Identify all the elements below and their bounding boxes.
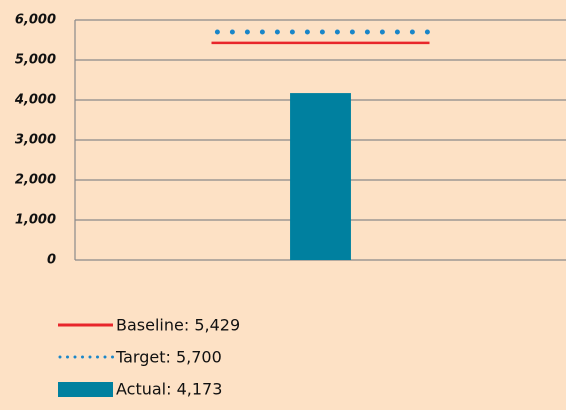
legend-swatch [58, 382, 113, 397]
y-tick-label: 2,000 [15, 173, 56, 188]
y-tick-label: 6,000 [15, 13, 56, 28]
legend-label: Target: 5,700 [115, 348, 222, 367]
y-tick-label: 1,000 [15, 213, 56, 228]
y-tick-label: 3,000 [15, 133, 56, 148]
y-tick-label: 5,000 [15, 53, 56, 68]
y-tick-label: 4,000 [14, 93, 56, 108]
bar [290, 93, 351, 260]
y-tick-label: 0 [47, 253, 56, 268]
legend-label: Baseline: 5,429 [116, 316, 240, 335]
legend-label: Actual: 4,173 [116, 380, 222, 399]
